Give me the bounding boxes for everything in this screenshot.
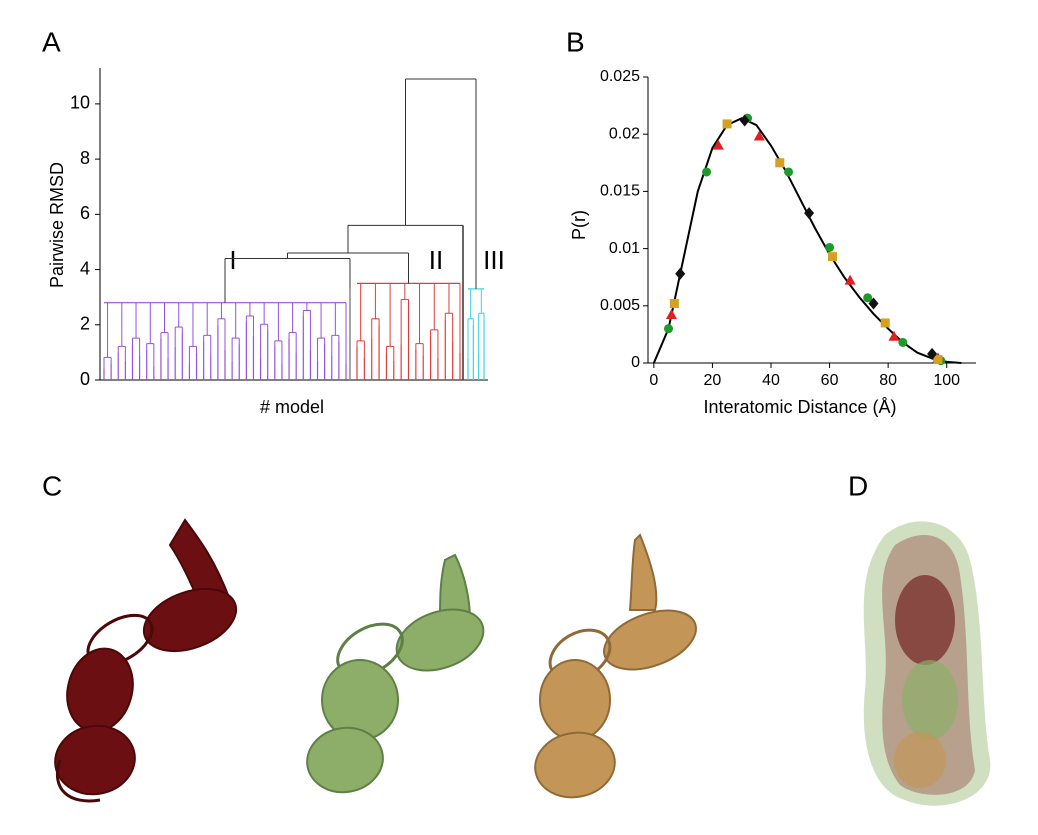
marker — [675, 267, 686, 280]
panel-d-overlay — [863, 521, 991, 806]
panel-c-structures — [54, 518, 697, 803]
y-tick-label: 8 — [80, 148, 90, 168]
marker — [927, 347, 938, 360]
cluster-label: I — [229, 245, 236, 275]
marker — [863, 293, 873, 303]
x-tick-label: 60 — [821, 372, 839, 389]
marker — [844, 274, 856, 285]
x-tick-label: 0 — [649, 372, 658, 389]
panel-label: B — [566, 26, 585, 57]
y-tick-label: 6 — [80, 203, 90, 223]
y-tick-label: 0.025 — [600, 68, 640, 85]
marker — [702, 167, 712, 177]
marker — [784, 167, 794, 177]
x-tick-label: 100 — [933, 372, 960, 389]
y-tick-label: 0.02 — [609, 125, 640, 142]
panel-label: A — [42, 26, 61, 57]
marker — [712, 139, 724, 150]
y-tick-label: 0.005 — [600, 297, 640, 314]
marker — [933, 355, 943, 365]
y-tick-label: 0 — [80, 369, 90, 389]
y-axis-label: P(r) — [569, 210, 589, 240]
y-tick-label: 0.015 — [600, 183, 640, 200]
x-tick-label: 80 — [879, 372, 897, 389]
cluster-label: II — [429, 245, 443, 275]
y-tick-label: 10 — [70, 93, 90, 113]
curve — [652, 117, 962, 364]
ribbon-tan — [894, 732, 946, 788]
x-tick-label: 40 — [762, 372, 780, 389]
panel-label: C — [42, 470, 62, 501]
marker — [665, 308, 677, 319]
y-tick-label: 0 — [631, 354, 640, 371]
marker — [664, 324, 673, 334]
panel-label: D — [848, 470, 868, 501]
structure-red — [54, 518, 238, 803]
y-tick-label: 2 — [80, 314, 90, 334]
marker — [898, 337, 908, 347]
marker — [868, 297, 879, 310]
cluster-label: III — [483, 245, 505, 275]
marker — [804, 207, 815, 220]
y-tick-label: 0.01 — [609, 240, 640, 257]
ribbon-red — [895, 575, 955, 665]
marker — [669, 299, 679, 309]
marker — [722, 119, 732, 129]
x-axis-label: # model — [260, 397, 324, 417]
marker — [825, 242, 835, 252]
x-tick-label: 20 — [704, 372, 722, 389]
marker — [739, 114, 750, 127]
marker — [888, 330, 900, 341]
marker — [880, 318, 890, 328]
structure-green — [306, 553, 485, 794]
ribbon-green — [902, 660, 958, 740]
marker — [753, 130, 765, 141]
y-tick-label: 4 — [80, 258, 90, 278]
marker — [775, 158, 785, 168]
marker — [828, 252, 837, 262]
x-axis-label: Interatomic Distance (Å) — [703, 397, 896, 417]
y-axis-label: Pairwise RMSD — [47, 162, 67, 288]
structure-tan — [534, 533, 697, 799]
